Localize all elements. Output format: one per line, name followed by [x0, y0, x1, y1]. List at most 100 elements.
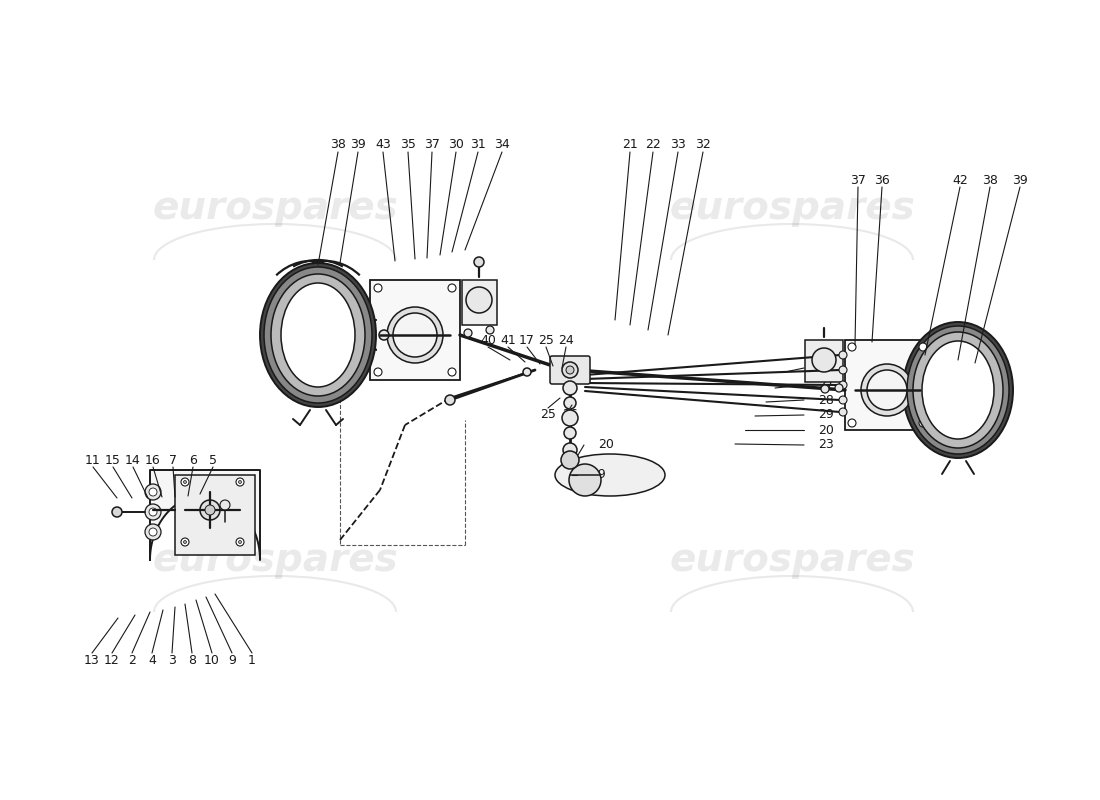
Text: 39: 39 [350, 138, 366, 151]
Ellipse shape [264, 267, 372, 403]
Circle shape [566, 366, 574, 374]
Ellipse shape [271, 274, 365, 396]
Text: 9: 9 [228, 654, 235, 666]
Circle shape [839, 396, 847, 404]
Circle shape [474, 257, 484, 267]
Circle shape [148, 488, 157, 496]
Text: 37: 37 [850, 174, 866, 186]
Text: 42: 42 [953, 174, 968, 186]
Circle shape [561, 451, 579, 469]
Circle shape [466, 287, 492, 313]
Text: 32: 32 [695, 138, 711, 151]
Circle shape [182, 478, 189, 486]
Circle shape [374, 284, 382, 292]
Circle shape [239, 541, 242, 543]
Text: 31: 31 [470, 138, 486, 151]
Text: 24: 24 [558, 334, 574, 346]
Text: 34: 34 [494, 138, 510, 151]
Circle shape [200, 500, 220, 520]
Circle shape [839, 351, 847, 359]
Text: 6: 6 [189, 454, 197, 466]
Text: 18: 18 [818, 362, 834, 374]
Circle shape [848, 343, 856, 351]
Circle shape [148, 528, 157, 536]
Ellipse shape [556, 454, 666, 496]
Circle shape [861, 364, 913, 416]
Circle shape [918, 419, 927, 427]
FancyBboxPatch shape [550, 356, 590, 384]
Circle shape [220, 500, 230, 510]
Circle shape [448, 284, 456, 292]
FancyBboxPatch shape [370, 280, 460, 380]
Circle shape [821, 385, 829, 393]
Text: 39: 39 [1012, 174, 1027, 186]
Text: 29: 29 [818, 409, 834, 422]
Circle shape [236, 538, 244, 546]
Text: 15: 15 [106, 454, 121, 466]
Circle shape [239, 481, 242, 483]
Text: 30: 30 [448, 138, 464, 151]
Text: 25: 25 [540, 409, 556, 422]
Circle shape [464, 329, 472, 337]
Circle shape [564, 397, 576, 409]
Text: 17: 17 [519, 334, 535, 346]
Text: 38: 38 [330, 138, 345, 151]
Text: 1: 1 [249, 654, 256, 666]
Circle shape [145, 484, 161, 500]
Circle shape [867, 370, 908, 410]
Text: eurospares: eurospares [152, 541, 398, 579]
Text: 36: 36 [874, 174, 890, 186]
Circle shape [562, 362, 578, 378]
Text: 38: 38 [982, 174, 998, 186]
FancyBboxPatch shape [845, 340, 930, 430]
Circle shape [839, 366, 847, 374]
Text: 3: 3 [168, 654, 176, 666]
Circle shape [205, 505, 214, 515]
Text: eurospares: eurospares [669, 541, 915, 579]
Circle shape [236, 478, 244, 486]
Text: 5: 5 [209, 454, 217, 466]
Ellipse shape [280, 283, 355, 387]
Circle shape [564, 427, 576, 439]
Text: 23: 23 [818, 438, 834, 451]
Circle shape [563, 381, 578, 395]
Circle shape [563, 443, 578, 457]
Text: eurospares: eurospares [669, 189, 915, 227]
Circle shape [918, 343, 927, 351]
Circle shape [184, 481, 187, 483]
Text: eurospares: eurospares [152, 189, 398, 227]
FancyBboxPatch shape [805, 340, 843, 382]
Text: 20: 20 [598, 438, 614, 451]
Circle shape [448, 368, 456, 376]
Circle shape [569, 464, 601, 496]
Ellipse shape [922, 341, 994, 439]
Text: 25: 25 [538, 334, 554, 346]
Circle shape [812, 348, 836, 372]
Text: 16: 16 [145, 454, 161, 466]
Text: 12: 12 [104, 654, 120, 666]
Text: 2: 2 [128, 654, 136, 666]
Text: 22: 22 [645, 138, 661, 151]
Text: 28: 28 [818, 394, 834, 406]
Circle shape [145, 524, 161, 540]
Text: 4: 4 [148, 654, 156, 666]
Text: 37: 37 [425, 138, 440, 151]
Text: 35: 35 [400, 138, 416, 151]
Text: 20: 20 [818, 423, 834, 437]
Text: 13: 13 [84, 654, 100, 666]
Circle shape [839, 408, 847, 416]
Text: 19: 19 [591, 469, 607, 482]
Text: 7: 7 [169, 454, 177, 466]
Text: 8: 8 [188, 654, 196, 666]
Circle shape [522, 368, 531, 376]
Circle shape [835, 384, 843, 392]
Text: 27: 27 [818, 378, 834, 391]
Ellipse shape [260, 263, 376, 407]
Text: 41: 41 [500, 334, 516, 346]
Circle shape [562, 410, 578, 426]
Polygon shape [150, 470, 260, 560]
Text: 21: 21 [623, 138, 638, 151]
Text: 33: 33 [670, 138, 686, 151]
Text: 10: 10 [205, 654, 220, 666]
Text: 43: 43 [375, 138, 390, 151]
